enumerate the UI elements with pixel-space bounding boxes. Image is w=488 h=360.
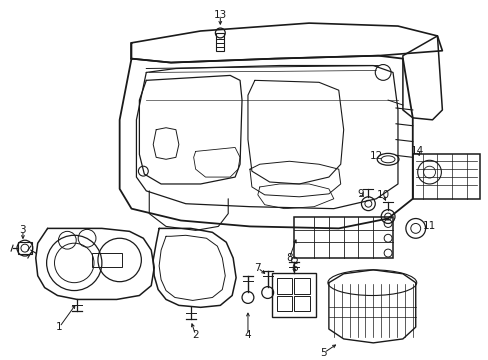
Bar	[294, 278, 309, 293]
Bar	[276, 278, 292, 293]
Text: 9: 9	[356, 189, 363, 199]
Text: 4: 4	[244, 330, 251, 340]
Text: 13: 13	[213, 10, 226, 20]
Bar	[294, 217, 392, 258]
Text: 12: 12	[369, 151, 382, 161]
Text: 11: 11	[422, 221, 435, 231]
Bar	[412, 154, 479, 199]
Text: 2: 2	[192, 330, 199, 340]
Text: 3: 3	[20, 225, 26, 235]
Bar	[18, 242, 32, 254]
Text: 10: 10	[376, 190, 389, 200]
Bar	[276, 296, 292, 311]
Text: 8: 8	[285, 253, 292, 263]
Text: 14: 14	[410, 147, 424, 156]
Bar	[271, 273, 315, 317]
Bar	[216, 33, 224, 51]
Bar	[92, 253, 122, 267]
Text: 1: 1	[56, 322, 62, 332]
Text: 7: 7	[254, 263, 261, 273]
Text: 6: 6	[290, 263, 297, 273]
Text: 5: 5	[320, 348, 326, 358]
Bar	[294, 296, 309, 311]
